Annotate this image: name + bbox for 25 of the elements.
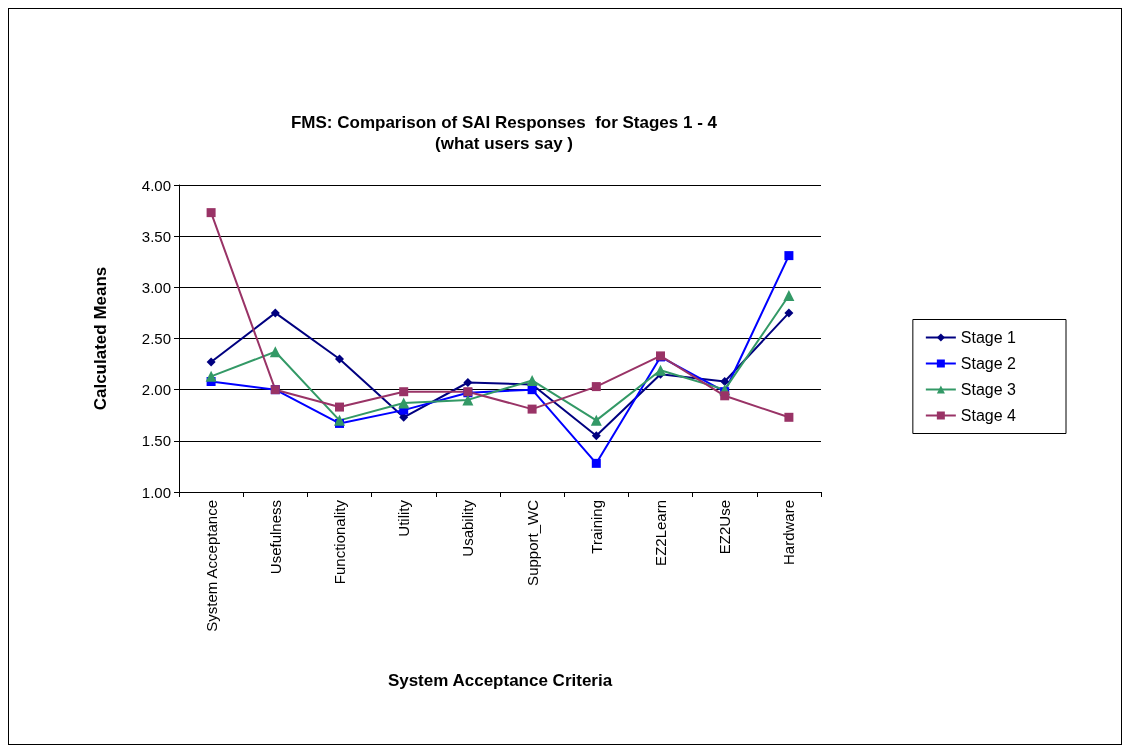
x-tick-label: Functionality xyxy=(331,499,348,585)
y-tick-label: 1.00 xyxy=(141,483,171,501)
y-tick-label: 1.50 xyxy=(141,432,171,450)
legend-label: Stage 1 xyxy=(960,329,1017,346)
chart-title: FMS: Comparison of SAI Responses for Stages 1 - 4 xyxy=(290,113,718,132)
y-tick-label: 2.50 xyxy=(141,330,171,347)
x-tick-label: System Acceptance xyxy=(202,500,220,632)
x-tick-label: Usefulness xyxy=(266,500,284,575)
x-tick-label: EZ2Use xyxy=(716,500,734,555)
y-tick-label: 4.00 xyxy=(141,176,171,194)
y-tick-label: 3.50 xyxy=(141,227,171,245)
x-axis-title: System Acceptance Criteria xyxy=(387,671,613,690)
x-tick-label: Support_WC xyxy=(523,499,541,586)
legend-label: Stage 4 xyxy=(960,407,1017,424)
x-tick-label: Usability xyxy=(459,499,477,557)
legend-label: Stage 2 xyxy=(960,355,1017,372)
x-tick-label: Training xyxy=(587,500,605,554)
y-tick-label: 2.00 xyxy=(141,381,171,399)
x-tick-label: Hardware xyxy=(780,500,798,566)
chart-subtitle: (what users say ) xyxy=(435,134,573,153)
y-axis-title: Calculated Means xyxy=(91,266,110,411)
y-tick-label: 3.00 xyxy=(141,278,171,296)
x-tick-label: EZ2Learn xyxy=(652,500,669,566)
x-tick-label: Utility xyxy=(395,499,413,537)
legend-label: Stage 3 xyxy=(960,381,1017,398)
